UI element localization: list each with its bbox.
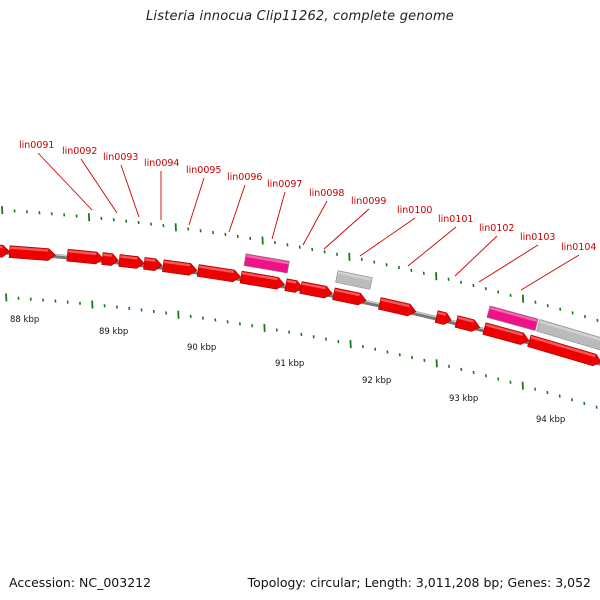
gene-label[interactable]: lin0102 (479, 223, 514, 234)
topology-label: Topology: circular; Length: 3,011,208 bp… (247, 575, 591, 590)
gene-label[interactable]: lin0103 (520, 232, 555, 243)
gene-label[interactable]: lin0104 (561, 242, 596, 253)
map-title: Listeria innocua Clip11262, complete gen… (145, 9, 455, 24)
kbp-label: 93 kbp (449, 394, 478, 404)
genome-backbone-highlight (0, 250, 600, 363)
tick-row-outer (1, 206, 599, 323)
gene-arrow[interactable] (284, 278, 304, 294)
gene-arrow[interactable] (299, 281, 334, 300)
kbp-label: 91 kbp (275, 359, 304, 369)
gene-label[interactable]: lin0101 (438, 214, 473, 225)
pseudo-feature[interactable] (335, 270, 373, 290)
gene-arrow[interactable] (143, 257, 163, 271)
gene-label[interactable]: lin0093 (103, 152, 138, 163)
gene-arrow[interactable] (482, 322, 531, 347)
gene-arrow[interactable] (332, 287, 368, 306)
gene-label[interactable]: lin0091 (19, 140, 54, 151)
gene-arrow[interactable] (377, 297, 417, 318)
genome-backbone (0, 249, 600, 366)
gene-label[interactable]: lin0096 (227, 172, 262, 183)
gene-label[interactable]: lin0098 (309, 188, 344, 199)
kbp-label: 92 kbp (362, 376, 391, 386)
gene-arrow[interactable] (454, 315, 481, 334)
gene-arrow[interactable] (118, 254, 145, 269)
gene-label[interactable]: lin0099 (351, 196, 386, 207)
gene-arrow[interactable] (8, 245, 56, 261)
gene-arrow[interactable] (162, 259, 198, 276)
gene-label[interactable]: lin0094 (144, 158, 179, 169)
pseudo-feature[interactable] (536, 319, 600, 351)
gene-arrow[interactable] (196, 264, 242, 283)
kbp-label: 88 kbp (10, 315, 39, 325)
gene-label[interactable]: lin0095 (186, 165, 221, 176)
accession-label: Accession: NC_003212 (9, 575, 152, 590)
rna-feature[interactable] (243, 253, 290, 274)
gene-label[interactable]: lin0092 (62, 146, 97, 157)
gene-arrow[interactable] (66, 248, 104, 265)
gene-arrow[interactable] (101, 252, 119, 267)
gene-arrow[interactable] (527, 334, 600, 368)
kbp-label: 90 kbp (187, 343, 216, 353)
gene-arrow[interactable] (0, 244, 11, 258)
kbp-label: 89 kbp (99, 327, 128, 337)
rna-feature[interactable] (486, 305, 539, 331)
gene-arrow[interactable] (239, 270, 285, 290)
kbp-label: 94 kbp (536, 415, 565, 425)
gene-label[interactable]: lin0097 (267, 179, 302, 190)
leader-lines (37, 152, 580, 291)
gene-arrow[interactable] (434, 310, 452, 326)
gene-label[interactable]: lin0100 (397, 205, 432, 216)
tick-row-inner (5, 293, 598, 409)
